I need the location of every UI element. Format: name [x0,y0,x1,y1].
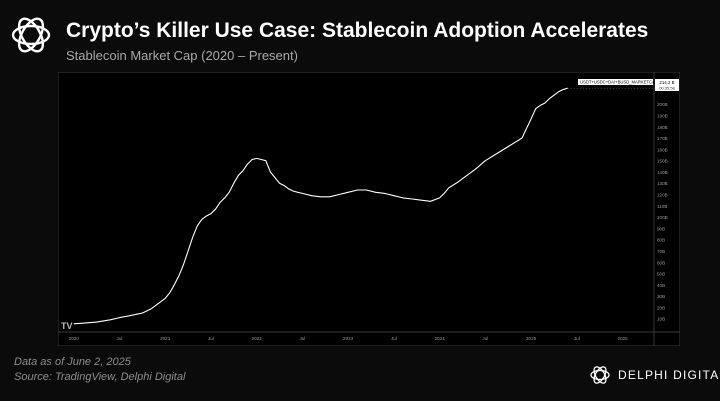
x-axis-ticks: 2020 Jul 2021 Jul 2022 Jul 2023 Jul 2024 Jul 2025 J… [69,336,629,341]
x-tick-label: 2020 [69,336,80,341]
brand-name: DELPHI DIGITAL [618,368,720,382]
y-tick-label: 50B [657,272,665,277]
x-tick-label: 2023 [343,336,354,341]
x-tick-label: 2026 [617,336,628,341]
y-tick-label: 100B [657,215,668,220]
y-tick-label: 170B [657,136,668,141]
y-tick-label: 190B [657,114,668,119]
series-legend-box [578,79,653,85]
y-tick-label: 200B [657,102,668,107]
y-tick-label: 60B [657,260,665,265]
x-tick-label: Jul [117,336,123,341]
y-tick-label: 70B [657,249,665,254]
y-tick-label: 130B [657,181,668,186]
y-tick-label: 90B [657,226,665,231]
y-tick-label: 110B [657,204,667,209]
y-tick-label: 40B [657,283,665,288]
y-tick-label: 20B [657,305,665,310]
series-legend-label: USDT+USDC+DAI+BUSD_MARKETCAP [580,80,658,85]
source-note: Source: TradingView, Delphi Digital [14,371,186,383]
last-value-marker: USDT+USDC+DAI+BUSD_MARKETCAP 214.2 B00:35… [567,79,679,91]
chart-svg: 10B 20B 30B 40B 50B 60B 70B 80B 90B 100B 110B 120B 1… [58,72,680,346]
y-tick-label: 120B [657,193,668,198]
last-value-box [655,79,679,91]
x-tick-label: 2025 [526,336,537,341]
x-tick-label: 2022 [252,336,263,341]
page-title: Crypto’s Killer Use Case: Stablecoin Ado… [66,19,649,42]
y-tick-label: 140B [657,170,668,175]
x-tick-label: Jul [299,336,305,341]
delphi-logo-icon [11,17,51,53]
y-tick-label: 160B [657,147,668,152]
y-tick-label: 30B [657,294,665,299]
data-date-note: Data as of June 2, 2025 [14,356,131,368]
market-cap-chart: 10B 20B 30B 40B 50B 60B 70B 80B 90B 100B 110B 120B 1… [58,72,680,346]
tradingview-watermark: TV [61,321,73,331]
chart-background [58,72,680,346]
x-tick-label: Jul [574,336,580,341]
x-tick-label: Jul [391,336,397,341]
delphi-mark-icon [590,366,610,384]
page-subtitle: Stablecoin Market Cap (2020 – Present) [66,48,298,63]
y-tick-label: 80B [657,238,665,243]
x-tick-label: 2021 [160,336,171,341]
y-tick-label: 150B [657,159,668,164]
y-tick-label: 10B [657,317,665,322]
series-line [73,87,568,325]
x-tick-label: 2024 [434,336,445,341]
brand-footer: DELPHI DIGITAL [589,364,720,386]
x-tick-label: Jul [482,336,488,341]
y-tick-label: 180B [657,125,668,130]
countdown-label: 00:35:58 [659,86,675,91]
x-tick-label: Jul [208,336,214,341]
last-value-label: 214.2 B [659,80,674,85]
